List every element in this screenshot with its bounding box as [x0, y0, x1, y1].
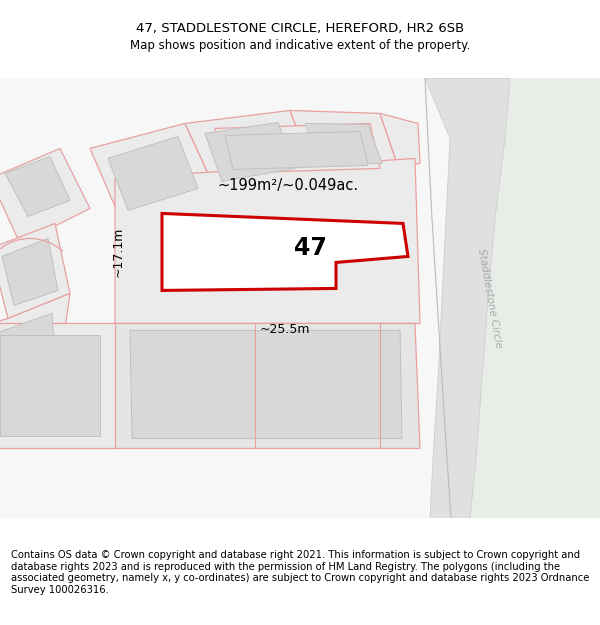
Text: Staddlestone Circle: Staddlestone Circle	[476, 248, 504, 349]
Polygon shape	[0, 336, 100, 436]
Polygon shape	[305, 124, 382, 163]
Polygon shape	[215, 124, 380, 173]
Polygon shape	[0, 324, 115, 448]
Text: ~199m²/~0.049ac.: ~199m²/~0.049ac.	[217, 179, 359, 194]
Polygon shape	[290, 111, 398, 168]
Polygon shape	[162, 216, 208, 291]
Polygon shape	[380, 114, 420, 166]
Polygon shape	[115, 324, 420, 448]
Polygon shape	[0, 294, 70, 388]
Polygon shape	[90, 124, 215, 213]
Text: Map shows position and indicative extent of the property.: Map shows position and indicative extent…	[130, 39, 470, 51]
Polygon shape	[0, 314, 55, 373]
Text: 47, STADDLESTONE CIRCLE, HEREFORD, HR2 6SB: 47, STADDLESTONE CIRCLE, HEREFORD, HR2 6…	[136, 22, 464, 34]
Polygon shape	[530, 78, 600, 518]
Text: ~17.1m: ~17.1m	[112, 227, 125, 277]
Polygon shape	[225, 131, 368, 169]
Polygon shape	[108, 136, 198, 211]
Polygon shape	[2, 238, 58, 306]
Polygon shape	[470, 78, 600, 518]
Text: ~25.5m: ~25.5m	[260, 324, 310, 336]
Text: 47: 47	[293, 236, 326, 261]
Polygon shape	[185, 111, 312, 189]
Polygon shape	[425, 78, 510, 518]
Polygon shape	[5, 156, 70, 216]
Polygon shape	[162, 213, 408, 291]
Polygon shape	[0, 78, 600, 518]
Polygon shape	[0, 148, 90, 243]
Polygon shape	[0, 223, 70, 318]
Polygon shape	[240, 221, 398, 274]
Polygon shape	[115, 158, 420, 324]
Polygon shape	[205, 122, 295, 181]
Text: Contains OS data © Crown copyright and database right 2021. This information is : Contains OS data © Crown copyright and d…	[11, 550, 589, 595]
Polygon shape	[130, 331, 402, 438]
